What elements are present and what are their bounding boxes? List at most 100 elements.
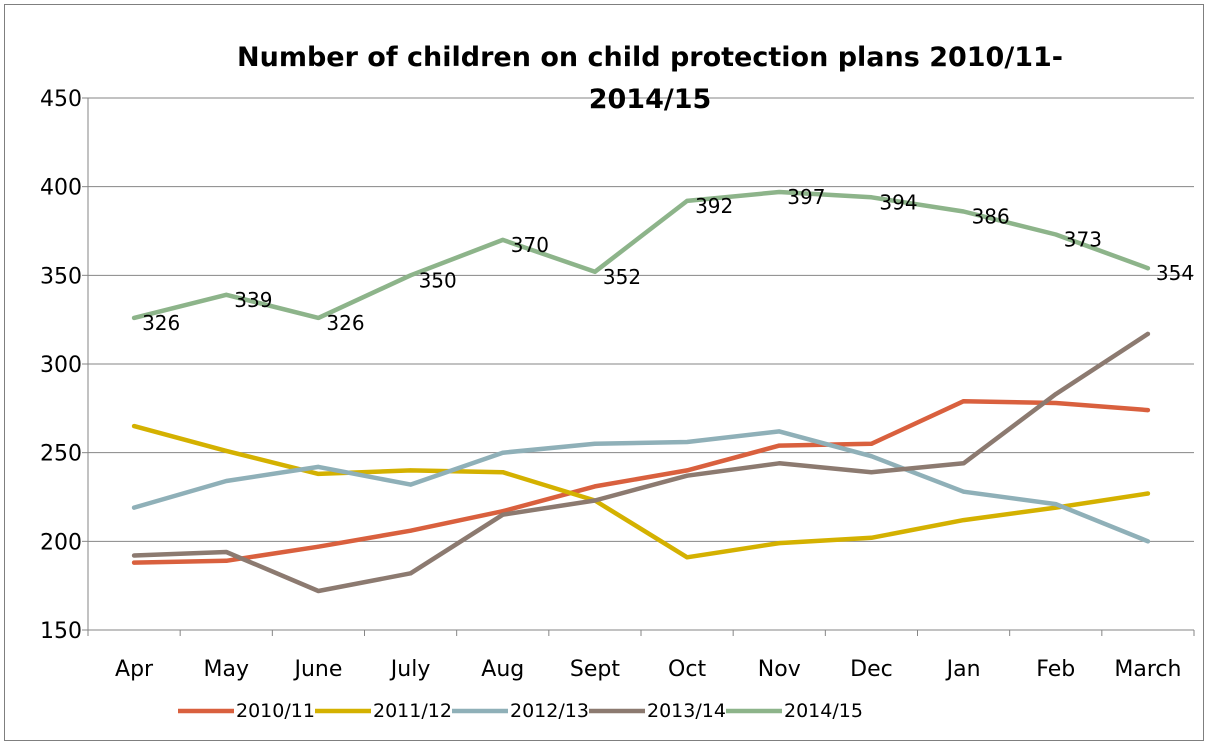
data-point <box>316 471 321 476</box>
data-label: 386 <box>972 204 1010 228</box>
data-point <box>316 315 321 320</box>
y-tick-label: 250 <box>40 442 82 467</box>
x-tick-label: Jan <box>945 657 981 682</box>
data-point <box>500 509 505 514</box>
legend-label: 2011/12 <box>373 700 452 722</box>
data-point <box>777 443 782 448</box>
data-labels: 326 339 326 350 370 352 392 397 394 386 373 354 <box>142 185 1194 335</box>
data-point <box>408 528 413 533</box>
data-point <box>408 273 413 278</box>
x-tick-label: July <box>389 657 431 682</box>
data-label: 326 <box>142 311 180 335</box>
data-point <box>132 505 137 510</box>
data-point <box>224 479 229 484</box>
legend-label: 2010/11 <box>236 700 315 722</box>
series-line-2014-15 <box>131 189 1151 321</box>
series-lines <box>131 189 1151 594</box>
x-tick-label: Feb <box>1036 657 1075 682</box>
data-point <box>1053 502 1058 507</box>
data-point <box>592 498 597 503</box>
chart-title-line-1: Number of children on child protection p… <box>237 42 1063 73</box>
x-tick-label: Oct <box>668 657 706 682</box>
series-line-2012-13 <box>131 429 1151 544</box>
series-line-2010-11 <box>131 398 1151 565</box>
data-point <box>777 541 782 546</box>
data-point <box>685 440 690 445</box>
y-tick-label: 350 <box>40 264 82 289</box>
y-tick-label: 450 <box>40 87 82 112</box>
x-tick-label: Sept <box>570 657 620 682</box>
data-point <box>224 549 229 554</box>
chart-title-line-2: 2014/15 <box>589 84 712 115</box>
data-point <box>316 544 321 549</box>
data-point <box>1145 331 1150 336</box>
data-point <box>685 555 690 560</box>
data-point <box>869 195 874 200</box>
data-point <box>132 315 137 320</box>
x-tick-label: May <box>204 657 249 682</box>
data-point <box>500 237 505 242</box>
x-tick-label: Dec <box>850 657 893 682</box>
data-point <box>685 473 690 478</box>
y-tick-label: 150 <box>40 619 82 644</box>
data-label: 397 <box>787 185 825 209</box>
x-tick-label: Apr <box>115 657 154 682</box>
data-point <box>777 461 782 466</box>
series-line-2011-12 <box>131 423 1151 560</box>
legend-label: 2014/15 <box>784 700 863 722</box>
data-point <box>869 470 874 475</box>
data-point <box>1145 491 1150 496</box>
data-point <box>224 292 229 297</box>
chart-frame <box>4 4 1204 741</box>
x-tick-label: June <box>292 657 342 682</box>
data-point <box>592 484 597 489</box>
data-point <box>592 441 597 446</box>
data-point <box>685 198 690 203</box>
data-label: 352 <box>603 265 641 289</box>
data-point <box>961 399 966 404</box>
data-point <box>869 454 874 459</box>
data-point <box>132 424 137 429</box>
data-point <box>1053 392 1058 397</box>
data-point <box>408 468 413 473</box>
data-point <box>961 209 966 214</box>
chart-title: Number of children on child protection p… <box>237 42 1063 115</box>
data-point <box>1145 408 1150 413</box>
data-point <box>132 553 137 558</box>
data-point <box>869 535 874 540</box>
data-point <box>316 588 321 593</box>
data-point <box>1053 401 1058 406</box>
legend: 2010/11 2011/12 2012/13 2013/14 2014/15 <box>178 700 863 722</box>
data-point <box>685 468 690 473</box>
data-point <box>408 482 413 487</box>
data-point <box>777 429 782 434</box>
data-point <box>1145 266 1150 271</box>
data-point <box>316 464 321 469</box>
data-point <box>1053 232 1058 237</box>
data-point <box>500 512 505 517</box>
y-tick-label: 200 <box>40 530 82 555</box>
data-point <box>132 560 137 565</box>
data-point <box>500 450 505 455</box>
x-tick-label: March <box>1114 657 1181 682</box>
gridlines <box>88 97 1194 542</box>
data-point <box>961 489 966 494</box>
data-label: 350 <box>419 268 457 292</box>
y-axis: 150 200 250 300 350 400 450 <box>40 87 89 644</box>
data-point <box>777 189 782 194</box>
data-label: 326 <box>326 311 364 335</box>
data-point <box>869 441 874 446</box>
data-label: 354 <box>1156 261 1194 285</box>
data-point <box>224 448 229 453</box>
legend-label: 2013/14 <box>647 700 726 722</box>
y-tick-label: 400 <box>40 176 82 201</box>
data-point <box>1145 539 1150 544</box>
data-point <box>224 558 229 563</box>
data-label: 339 <box>234 288 272 312</box>
data-point <box>592 269 597 274</box>
data-label: 394 <box>879 190 917 214</box>
data-label: 370 <box>511 233 549 257</box>
data-label: 373 <box>1064 228 1102 252</box>
legend-label: 2012/13 <box>510 700 589 722</box>
